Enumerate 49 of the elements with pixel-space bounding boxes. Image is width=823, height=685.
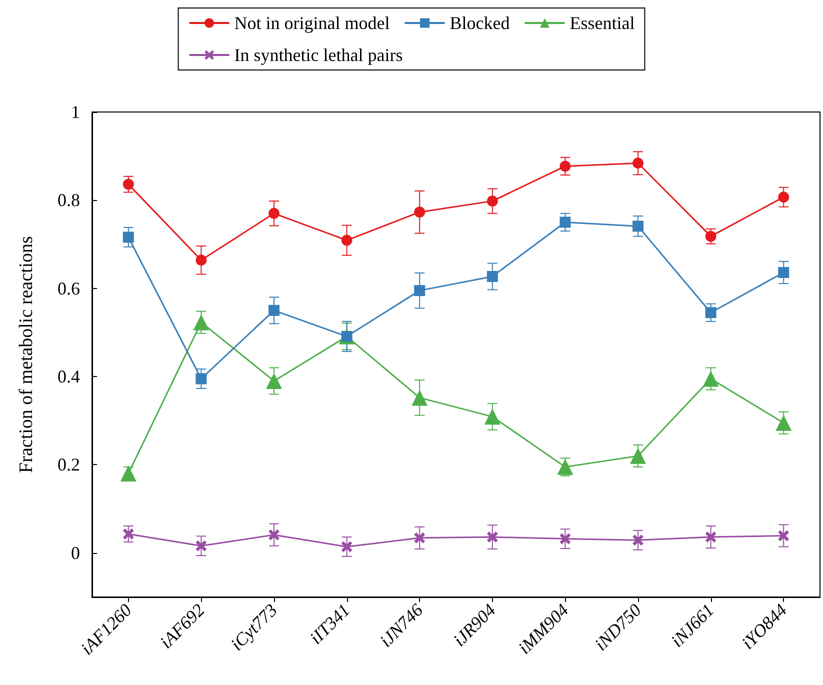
point (341, 234, 352, 246)
point (705, 307, 716, 318)
point (776, 414, 792, 431)
point (268, 304, 280, 316)
point (486, 196, 498, 207)
point (778, 530, 790, 542)
point (486, 532, 498, 543)
point (196, 373, 207, 384)
point (486, 270, 498, 282)
point (630, 448, 646, 464)
point (120, 466, 136, 482)
y-tick-label: 0.4 (58, 366, 80, 387)
point (484, 408, 500, 425)
point (702, 370, 719, 387)
point (778, 266, 790, 278)
point (122, 232, 134, 243)
point (705, 532, 716, 543)
legend-label: Blocked (450, 13, 510, 33)
legend-label: Essential (570, 13, 635, 33)
point (196, 540, 207, 552)
point (557, 458, 574, 475)
point (268, 529, 280, 540)
point (632, 534, 644, 546)
y-tick-label: 1 (71, 102, 80, 122)
point (196, 254, 207, 266)
point (778, 192, 790, 203)
legend-label: Not in original model (234, 13, 390, 33)
point (266, 372, 282, 389)
legend-label: In synthetic lethal pairs (234, 45, 403, 65)
y-tick-label: 0.2 (58, 454, 80, 475)
point (560, 160, 571, 172)
y-tick-label: 0.6 (58, 278, 80, 298)
point (193, 314, 210, 330)
point (414, 206, 426, 218)
point (632, 158, 644, 169)
point (122, 178, 134, 190)
point (268, 208, 280, 219)
point (705, 230, 716, 242)
y-tick-label: 0.8 (58, 190, 80, 210)
y-axis-title: Fraction of metabolic reactions (16, 236, 37, 473)
point (560, 533, 571, 544)
point (122, 528, 134, 540)
point (632, 220, 644, 232)
point (414, 532, 426, 544)
point (412, 390, 428, 406)
point (414, 285, 426, 296)
point (341, 541, 352, 552)
y-tick-label: 0 (71, 542, 80, 563)
point (560, 216, 571, 228)
